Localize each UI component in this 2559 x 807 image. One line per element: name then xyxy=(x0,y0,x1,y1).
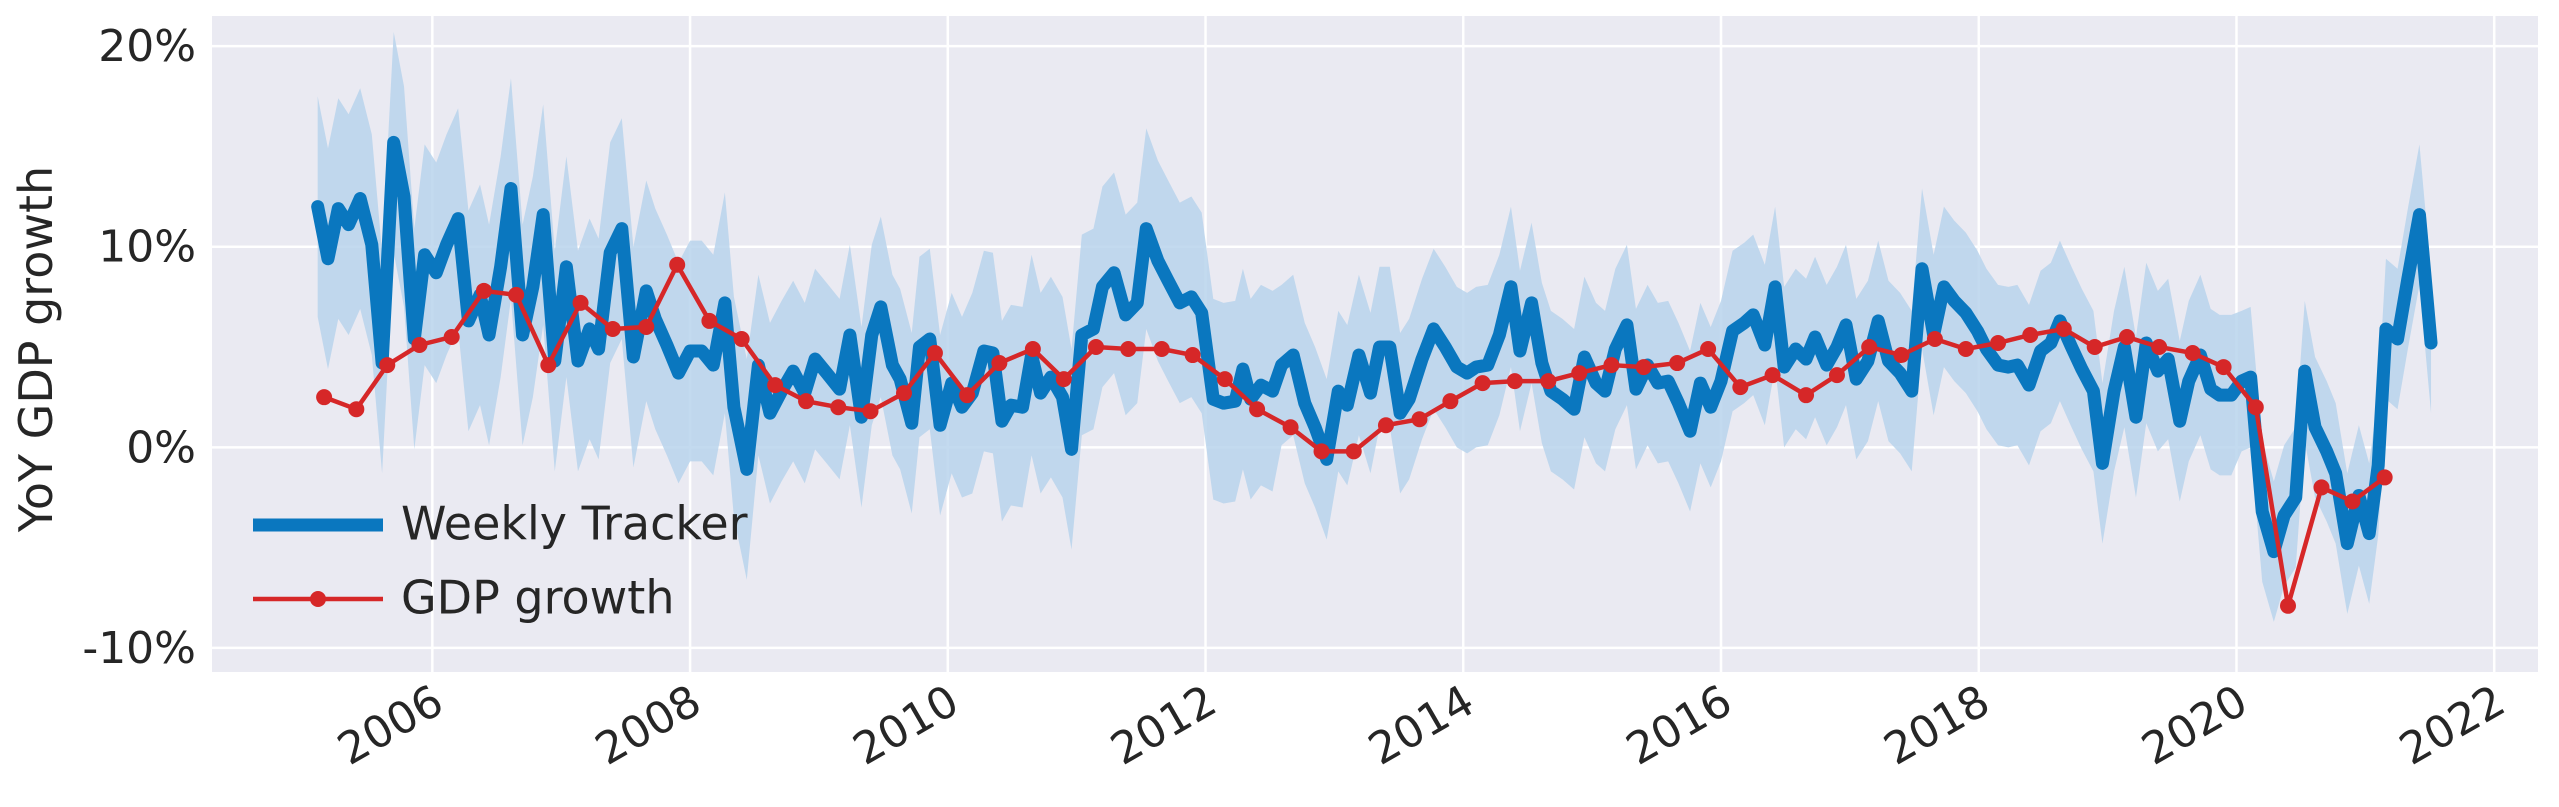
x-tick-label: 2020 xyxy=(2133,675,2255,775)
data-point xyxy=(1055,371,1072,388)
confidence-band xyxy=(317,32,2432,622)
y-tick-label: 10% xyxy=(98,222,196,273)
data-point xyxy=(1345,443,1362,460)
data-point xyxy=(379,357,396,374)
data-point xyxy=(1474,375,1491,392)
data-point xyxy=(1861,339,1878,356)
data-point xyxy=(2313,479,2330,496)
data-point xyxy=(2055,320,2072,337)
data-point xyxy=(1216,371,1233,388)
data-point xyxy=(316,389,333,406)
data-point xyxy=(2086,339,2103,356)
data-point xyxy=(1798,387,1815,404)
data-point xyxy=(1024,341,1041,358)
legend-marker xyxy=(310,591,326,607)
y-axis-label: YoY GDP growth xyxy=(9,166,63,533)
x-tick-label: 2018 xyxy=(1876,675,1998,775)
data-point xyxy=(443,328,460,345)
data-point xyxy=(1828,367,1845,384)
data-point xyxy=(604,320,621,337)
data-point xyxy=(1506,373,1523,390)
data-point xyxy=(1249,401,1266,418)
data-point xyxy=(1635,359,1652,376)
data-point xyxy=(348,401,365,418)
data-point xyxy=(475,282,492,299)
x-tick-label: 2010 xyxy=(845,675,967,775)
data-point xyxy=(1120,341,1137,358)
data-point xyxy=(2247,399,2264,416)
data-point xyxy=(508,286,525,303)
data-point xyxy=(1571,365,1588,382)
data-point xyxy=(1893,347,1910,364)
legend: Weekly Tracker GDP growth xyxy=(253,497,748,625)
data-point xyxy=(1764,367,1781,384)
data-point xyxy=(896,385,913,402)
data-point xyxy=(572,294,589,311)
data-point xyxy=(1957,341,1974,358)
marks xyxy=(311,32,2438,622)
x-tick-label: 2016 xyxy=(1618,675,1740,775)
data-point xyxy=(2022,326,2039,343)
data-point xyxy=(2151,339,2168,356)
data-point xyxy=(1990,334,2007,351)
data-point xyxy=(991,355,1008,372)
data-point xyxy=(926,345,943,362)
data-point xyxy=(767,377,784,394)
data-point xyxy=(1603,357,1620,374)
x-tick-label: 2014 xyxy=(1360,675,1482,775)
data-point xyxy=(2376,469,2393,486)
x-tick-label: 2008 xyxy=(587,675,709,775)
x-tick-label: 2006 xyxy=(329,675,451,775)
y-tick-label: -10% xyxy=(82,623,196,674)
series-line xyxy=(311,135,2438,559)
data-point xyxy=(1377,417,1394,434)
data-point xyxy=(701,312,718,329)
data-point xyxy=(540,357,557,374)
data-point xyxy=(830,399,847,416)
data-point xyxy=(411,337,428,354)
data-point xyxy=(1540,373,1557,390)
data-point xyxy=(638,318,655,335)
data-point xyxy=(1732,379,1749,396)
data-point xyxy=(1088,339,1105,356)
y-tick-label: 0% xyxy=(126,422,196,473)
data-point xyxy=(1700,341,1717,358)
legend-label: Weekly Tracker xyxy=(401,497,748,551)
data-point xyxy=(2280,597,2297,614)
data-point xyxy=(1282,419,1299,436)
data-point xyxy=(2215,359,2232,376)
x-tick-label: 2012 xyxy=(1103,675,1225,775)
legend-label: GDP growth xyxy=(401,571,674,625)
data-point xyxy=(1313,443,1330,460)
data-point xyxy=(1926,330,1943,347)
data-point xyxy=(2118,328,2135,345)
data-point xyxy=(2344,493,2361,510)
data-point xyxy=(862,403,879,420)
data-point xyxy=(1411,411,1428,428)
data-point xyxy=(1669,355,1686,372)
data-point xyxy=(669,256,686,273)
data-point xyxy=(959,387,976,404)
x-tick-label: 2022 xyxy=(2391,675,2513,775)
data-point xyxy=(1442,393,1459,410)
data-point xyxy=(1153,341,1170,358)
y-tick-label: 20% xyxy=(98,21,196,72)
data-point xyxy=(1184,347,1201,364)
data-point xyxy=(2184,345,2201,362)
data-point xyxy=(798,393,815,410)
data-point xyxy=(733,330,750,347)
